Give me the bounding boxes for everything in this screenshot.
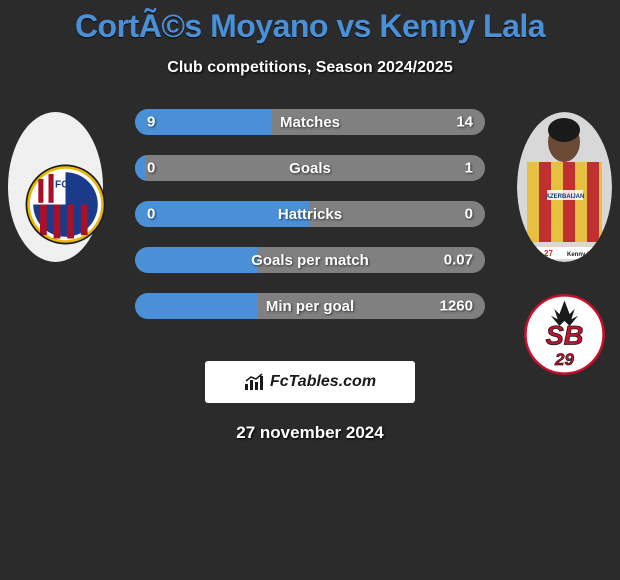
comparison-title: CortÃ©s Moyano vs Kenny Lala (0, 0, 620, 45)
stat-label: Goals per match (251, 252, 369, 269)
stat-left-bar (135, 155, 146, 181)
svg-text:SB: SB (546, 320, 584, 351)
stat-label: Min per goal (266, 298, 354, 315)
stat-left-value: 0 (147, 206, 155, 223)
stat-left-value: 0 (147, 160, 155, 177)
stat-row: Min per goal 1260 (135, 293, 485, 319)
main-comparison-area: AZERBAIJAN 27 Kenny LALA FCB (0, 107, 620, 319)
stats-container: 9 Matches 14 0 Goals 1 0 Hattricks 0 Goals per ma… (135, 107, 485, 319)
club-right-logo: SB 29 (517, 292, 612, 377)
stat-left-value: 9 (147, 114, 155, 131)
stat-left-bar (135, 109, 272, 135)
player-right-photo: AZERBAIJAN 27 Kenny LALA (517, 112, 612, 262)
stat-row: 0 Goals 1 (135, 155, 485, 181)
stat-left-bar (135, 293, 258, 319)
comparison-date: 27 november 2024 (0, 423, 620, 443)
stat-left-bar (135, 247, 258, 273)
fctables-text: FcTables.com (270, 373, 376, 391)
chart-icon (244, 373, 266, 391)
stat-right-value: 14 (456, 114, 473, 131)
svg-text:27: 27 (544, 249, 553, 258)
season-subtitle: Club competitions, Season 2024/2025 (0, 59, 620, 77)
stat-row: 0 Hattricks 0 (135, 201, 485, 227)
stat-right-value: 0.07 (444, 252, 473, 269)
stat-label: Goals (289, 160, 331, 177)
fctables-watermark: FcTables.com (205, 361, 415, 403)
stat-row: Goals per match 0.07 (135, 247, 485, 273)
svg-text:AZERBAIJAN: AZERBAIJAN (546, 194, 585, 200)
svg-text:Kenny LALA: Kenny LALA (567, 252, 604, 258)
stat-right-value: 1 (465, 160, 473, 177)
svg-text:29: 29 (554, 350, 574, 369)
stat-label: Hattricks (278, 206, 342, 223)
stat-row: 9 Matches 14 (135, 109, 485, 135)
svg-text:FCB: FCB (55, 180, 76, 191)
club-left-logo: FCB (18, 162, 113, 247)
stat-right-value: 1260 (440, 298, 473, 315)
stat-label: Matches (280, 114, 340, 131)
stat-right-value: 0 (465, 206, 473, 223)
